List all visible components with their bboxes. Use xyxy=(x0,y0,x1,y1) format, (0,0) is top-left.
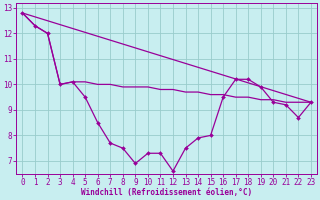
X-axis label: Windchill (Refroidissement éolien,°C): Windchill (Refroidissement éolien,°C) xyxy=(81,188,252,197)
